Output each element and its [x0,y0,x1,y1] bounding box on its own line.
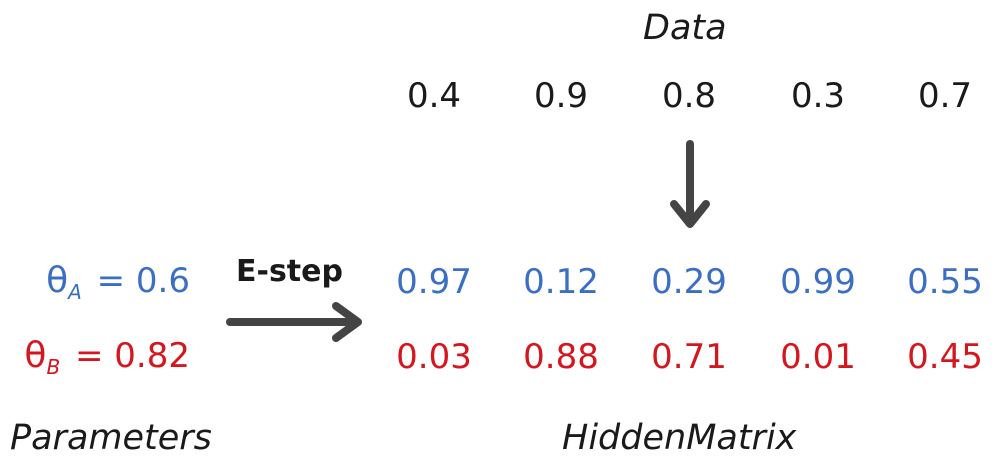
hidden-matrix-row-a: 0.97 0.12 0.29 0.99 0.55 [0,262,1000,310]
data-value: 0.4 [406,76,462,116]
theta-b-subscript: B [46,355,61,379]
estep-label: E-step [236,254,343,289]
hidden-matrix-label: HiddenMatrix [562,418,797,458]
matrix-cell: 0.29 [651,262,727,302]
theta-b-param: θB = 0.82 [0,335,190,379]
matrix-cell: 0.71 [651,337,727,377]
theta-b-value: = 0.82 [64,336,190,376]
data-values-row: 0.4 0.9 0.8 0.3 0.7 [0,76,1000,124]
data-value: 0.7 [917,76,973,116]
matrix-cell: 0.01 [780,337,856,377]
matrix-cell: 0.99 [780,262,856,302]
data-heading-text: Data [643,8,727,48]
matrix-cell: 0.03 [396,337,472,377]
data-value: 0.9 [533,76,589,116]
hidden-matrix-row-b: 0.03 0.88 0.71 0.01 0.45 [0,337,1000,385]
matrix-cell: 0.12 [523,262,599,302]
down-arrow-icon [670,140,710,228]
matrix-cell: 0.88 [523,337,599,377]
theta-a-symbol: θ [46,260,69,301]
theta-a-subscript: A [68,280,82,304]
theta-a-param: θA = 0.6 [0,260,190,304]
theta-b-symbol: θ [24,335,47,376]
data-value: 0.8 [661,76,717,116]
matrix-cell: 0.97 [396,262,472,302]
theta-a-value: = 0.6 [85,261,190,301]
parameters-label: Parameters [10,418,212,458]
data-value: 0.3 [790,76,846,116]
matrix-cell: 0.55 [907,262,983,302]
matrix-cell: 0.45 [907,337,983,377]
right-arrow-icon [226,302,362,342]
